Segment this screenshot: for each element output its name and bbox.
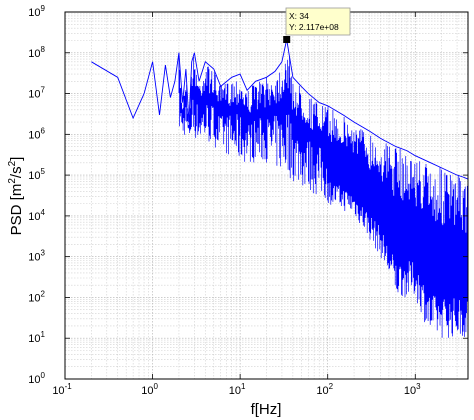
- y-axis-label-mid: /s: [8, 166, 25, 178]
- datatip-box: [285, 7, 351, 36]
- y-axis-label: PSD [m2/s2]: [7, 157, 25, 236]
- y-tick-label-base: 10: [28, 374, 40, 386]
- x-tick-label: 102: [316, 382, 333, 397]
- datatip-x-text: X: 34: [289, 11, 309, 21]
- y-axis-label-sup1: 2: [7, 178, 18, 184]
- y-tick-label-base: 10: [28, 129, 40, 141]
- x-tick-label-exponent: -1: [65, 382, 73, 391]
- x-tick-label-base: 10: [404, 385, 416, 397]
- y-tick-label-exponent: 7: [41, 86, 46, 95]
- y-tick-label-base: 10: [28, 48, 40, 60]
- y-tick-label: 102: [28, 289, 45, 304]
- datatip-y-text: Y: 2.117e+08: [289, 22, 339, 32]
- y-tick-label-base: 10: [28, 7, 40, 19]
- x-tick-label-exponent: 0: [153, 382, 158, 391]
- y-tick-label: 106: [28, 126, 45, 141]
- x-tick-label-exponent: 2: [329, 382, 334, 391]
- x-tick-label: 103: [404, 382, 421, 397]
- psd-noise-band: [178, 52, 468, 338]
- x-tick-label-exponent: 1: [241, 382, 246, 391]
- y-tick-label-base: 10: [28, 89, 40, 101]
- y-tick-label-exponent: 4: [41, 208, 46, 217]
- y-tick-label-base: 10: [28, 211, 40, 223]
- y-tick-label: 104: [28, 208, 45, 223]
- x-tick-label-base: 10: [229, 385, 241, 397]
- y-tick-label: 108: [28, 45, 45, 60]
- datatip[interactable]: X: 34 Y: 2.117e+08: [283, 7, 351, 43]
- y-tick-label-exponent: 2: [41, 289, 46, 298]
- y-tick-label-exponent: 9: [41, 4, 46, 13]
- y-tick-label: 101: [28, 330, 45, 345]
- y-tick-label-base: 10: [28, 170, 40, 182]
- psd-series: [91, 39, 469, 338]
- axis-ticks: [64, 11, 468, 380]
- x-tick-label: 100: [141, 382, 158, 397]
- x-tick-label: 101: [229, 382, 246, 397]
- y-tick-label-exponent: 0: [41, 371, 46, 380]
- x-tick-label-base: 10: [316, 385, 328, 397]
- minor-gridlines: [65, 12, 469, 379]
- y-axis-label-base: PSD [m: [8, 184, 25, 236]
- x-tick-label: 10-1: [52, 382, 72, 397]
- y-tick-label-base: 10: [28, 252, 40, 264]
- y-tick-label-exponent: 3: [41, 249, 46, 258]
- y-tick-label: 109: [28, 4, 45, 19]
- datatip-marker[interactable]: [283, 36, 291, 43]
- psd-trace: [91, 39, 469, 180]
- y-tick-label: 105: [28, 167, 45, 182]
- x-axis-label: f[Hz]: [251, 401, 282, 418]
- y-axis-label-sup2: 2: [7, 160, 18, 166]
- x-tick-label-base: 10: [52, 385, 64, 397]
- y-tick-label-exponent: 6: [41, 126, 46, 135]
- y-tick-label-exponent: 5: [41, 167, 46, 176]
- plot-frame: [64, 11, 469, 380]
- y-tick-label: 103: [28, 249, 45, 264]
- y-tick-label-base: 10: [28, 333, 40, 345]
- y-tick-label: 100: [28, 371, 45, 386]
- y-tick-label-base: 10: [28, 292, 40, 304]
- y-tick-label-exponent: 1: [41, 330, 46, 339]
- y-axis-label-end: ]: [8, 157, 25, 161]
- x-tick-label-base: 10: [141, 385, 153, 397]
- x-tick-labels: 10-1 100 101 102 103: [52, 382, 421, 397]
- y-tick-label: 107: [28, 86, 45, 101]
- x-tick-label-exponent: 3: [416, 382, 421, 391]
- y-tick-label-exponent: 8: [41, 45, 46, 54]
